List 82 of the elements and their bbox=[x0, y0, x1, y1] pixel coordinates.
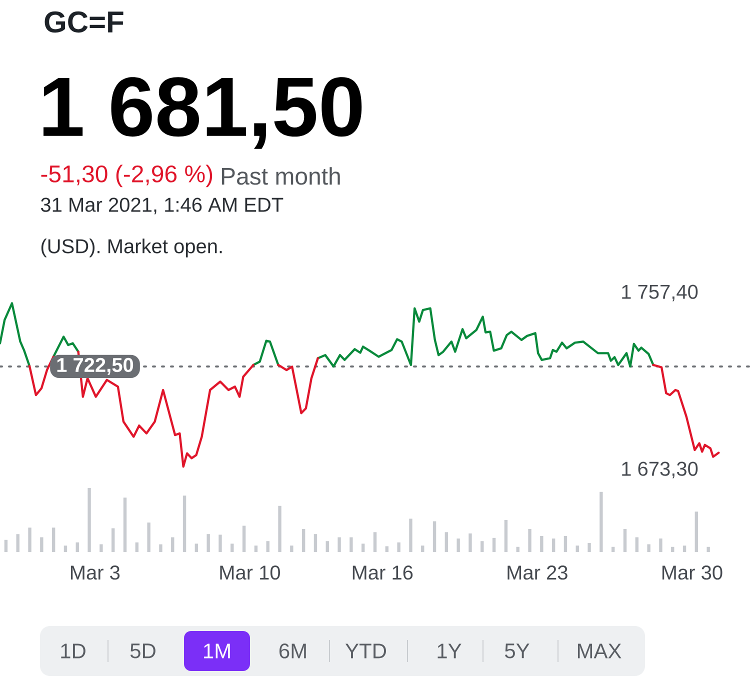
x-tick-label: Mar 23 bbox=[508, 566, 568, 580]
bar bbox=[76, 542, 79, 552]
bar bbox=[635, 537, 639, 552]
bar bbox=[28, 528, 32, 552]
bar bbox=[480, 541, 484, 552]
bar bbox=[194, 544, 198, 552]
bar bbox=[16, 534, 20, 552]
bar bbox=[362, 544, 365, 552]
chart-subtitle: 1 681,50 bbox=[43, 77, 362, 149]
bar bbox=[432, 521, 436, 552]
bar bbox=[350, 537, 353, 552]
bar bbox=[159, 544, 162, 552]
bar bbox=[528, 528, 532, 552]
bar bbox=[492, 538, 496, 552]
bar bbox=[421, 546, 424, 552]
bar bbox=[230, 544, 234, 552]
bar bbox=[694, 512, 698, 552]
bar bbox=[600, 492, 603, 552]
bar bbox=[206, 534, 210, 552]
bar bbox=[444, 532, 448, 552]
bar bbox=[52, 528, 56, 552]
text: 1Y bbox=[438, 644, 462, 658]
text: 5D bbox=[130, 644, 156, 658]
bar bbox=[647, 544, 650, 552]
bar bbox=[100, 544, 103, 552]
bar bbox=[314, 534, 318, 552]
bar bbox=[373, 532, 377, 552]
bar bbox=[338, 537, 341, 552]
y-tick-label: 1 673,30 bbox=[622, 462, 698, 478]
bar bbox=[278, 506, 282, 552]
bar bbox=[4, 540, 8, 552]
bar bbox=[64, 546, 68, 552]
bar bbox=[659, 538, 662, 552]
x-tick-label: Mar 30 bbox=[662, 566, 722, 580]
bar bbox=[302, 528, 306, 552]
bar bbox=[147, 522, 150, 552]
chart-title: GC=F bbox=[44, 11, 124, 33]
bar bbox=[266, 541, 270, 552]
bar bbox=[409, 518, 412, 552]
text: 1M bbox=[204, 644, 230, 658]
bar bbox=[182, 496, 186, 552]
bar bbox=[623, 528, 627, 552]
bar bbox=[682, 546, 686, 552]
bar bbox=[706, 546, 710, 552]
text: 31 Mar 2021, 1:46 AM EDT bbox=[40, 198, 284, 214]
text: 5Y bbox=[505, 644, 530, 658]
bar bbox=[540, 536, 544, 552]
bar bbox=[504, 520, 508, 552]
bar bbox=[112, 528, 115, 552]
bar bbox=[40, 537, 44, 552]
text: (USD). Market open. bbox=[41, 238, 222, 258]
x-tick-label: Mar 10 bbox=[220, 566, 280, 580]
text: Past month bbox=[222, 167, 340, 185]
x-tick-label: Mar 3 bbox=[70, 566, 120, 580]
y-tick-label: 1 757,40 bbox=[622, 284, 698, 302]
ref-line-label: 1 722,50 bbox=[57, 358, 134, 375]
bar bbox=[123, 498, 127, 552]
bar bbox=[254, 546, 258, 552]
bar bbox=[468, 533, 472, 552]
bar bbox=[326, 541, 329, 552]
bar bbox=[516, 546, 520, 552]
bar bbox=[552, 538, 556, 552]
bar bbox=[456, 538, 460, 552]
bar bbox=[612, 546, 615, 552]
bar bbox=[88, 488, 91, 552]
text: -51,30 (-2,96 %) bbox=[41, 164, 212, 188]
text: MAX bbox=[578, 644, 622, 658]
bar bbox=[171, 537, 174, 552]
bar bbox=[218, 534, 222, 552]
bar bbox=[576, 546, 579, 552]
bar bbox=[671, 546, 674, 552]
x-tick-label: Mar 16 bbox=[352, 566, 413, 580]
bar bbox=[242, 526, 246, 552]
bar bbox=[290, 546, 294, 552]
bar bbox=[385, 546, 389, 552]
text: YTD bbox=[345, 644, 386, 658]
bar bbox=[588, 543, 591, 552]
bar bbox=[135, 542, 139, 552]
bar bbox=[564, 536, 568, 552]
bar bbox=[397, 542, 400, 552]
text: 6M bbox=[279, 644, 306, 658]
text: 1D bbox=[61, 644, 86, 658]
